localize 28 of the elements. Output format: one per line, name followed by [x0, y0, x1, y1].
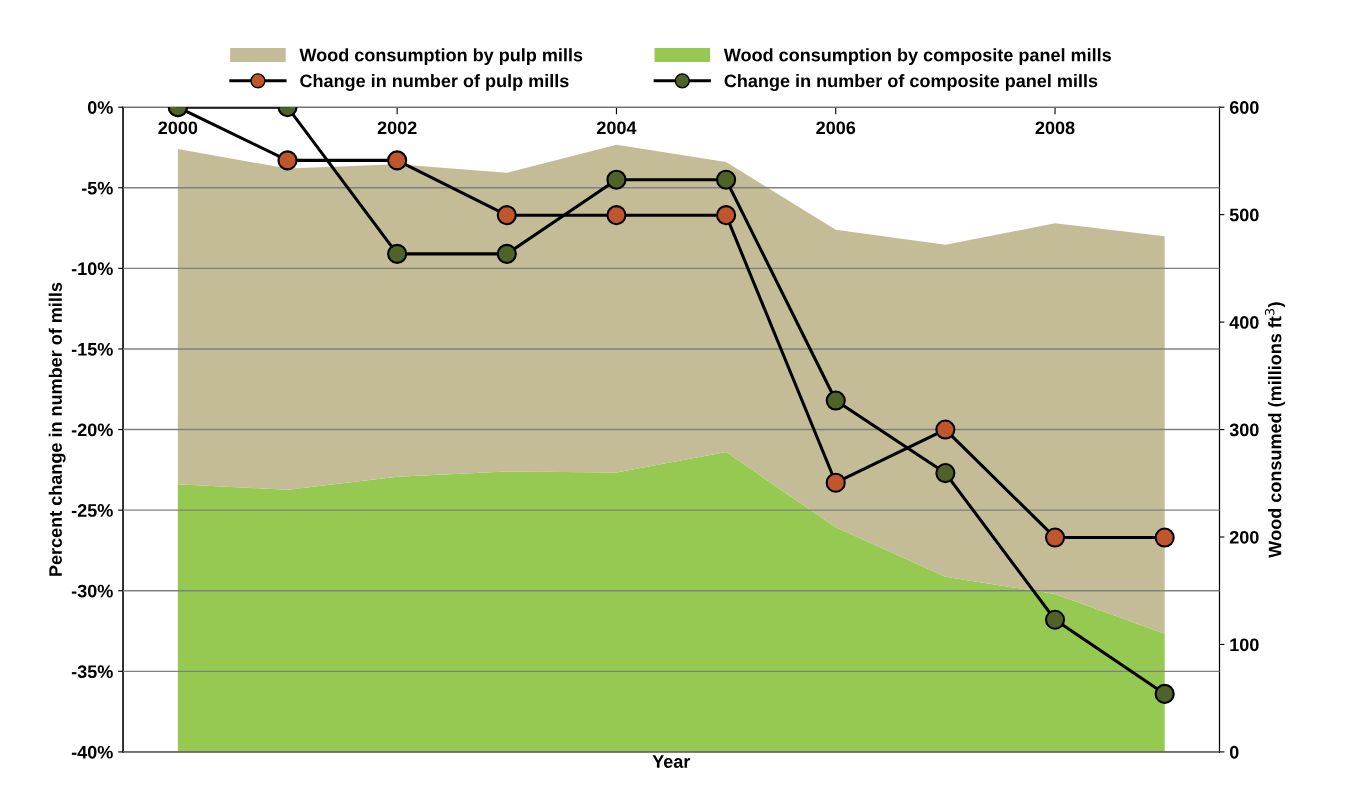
y-tick-label: -10%	[71, 262, 113, 276]
y2-tick-label: 600	[1229, 101, 1259, 114]
y-tick-label: -5%	[81, 181, 113, 195]
y2-tick-label: 300	[1229, 423, 1259, 437]
y2-tick-label: 500	[1229, 208, 1259, 222]
y2-tick-label: 100	[1230, 638, 1259, 652]
x-tick-label: 2000	[158, 121, 198, 135]
x-tick-label: 2006	[816, 121, 856, 135]
y2-tick-label: 0	[1229, 745, 1239, 759]
x-tick-label: 2008	[1035, 121, 1075, 135]
y-tick-label: 0%	[87, 101, 113, 114]
y-tick-label: -30%	[71, 584, 113, 598]
y2-tick-label: 200	[1229, 530, 1259, 544]
legend-label: Wood consumption by pulp mills	[299, 48, 583, 65]
y-tick-label: -15%	[71, 342, 113, 356]
y2-tick-label: 400	[1229, 316, 1259, 329]
x-tick-label: 2002	[377, 121, 417, 135]
x-axis-title: Year	[652, 755, 691, 768]
legend-label: Wood consumption by composite panel mills	[723, 48, 1111, 65]
y-tick-label: -35%	[71, 665, 113, 679]
legend-label: Change in number of composite panel mills	[724, 74, 1098, 91]
y-axis-title: Percent change in number of mills	[48, 282, 66, 576]
legend-label: Change in number of pulp mills	[300, 74, 569, 91]
y-tick-label: -40%	[71, 745, 113, 759]
y-tick-label: -20%	[71, 423, 113, 437]
y-tick-label: -25%	[71, 504, 113, 517]
y2-axis-title: Wood consumed (millions ft$^{3}$)	[1264, 302, 1285, 558]
x-tick-label: 2004	[596, 121, 637, 135]
